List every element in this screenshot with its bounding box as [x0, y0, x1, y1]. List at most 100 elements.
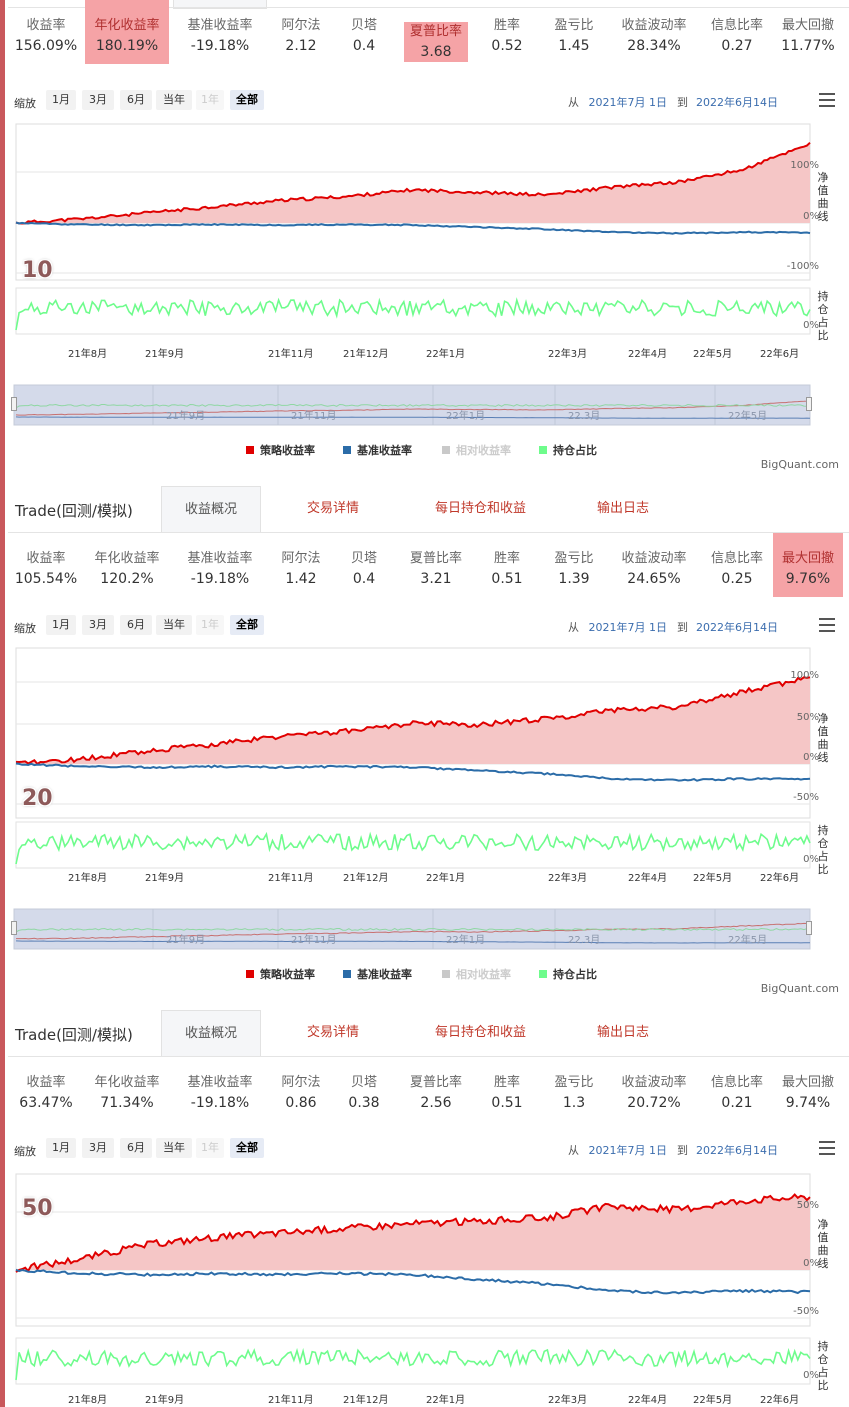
x-tick-label: 22年4月 [628, 349, 668, 360]
range-start-date[interactable]: 2021年7月 1日 [588, 621, 668, 634]
metric-value: 0.25 [721, 571, 753, 587]
zoom-btn-5[interactable]: 全部 [230, 90, 264, 110]
menu-icon[interactable] [819, 618, 835, 632]
range-end-date[interactable]: 2022年6月14日 [696, 96, 778, 109]
position-frame [15, 1337, 811, 1385]
range-start-date[interactable]: 2021年7月 1日 [588, 1144, 668, 1157]
metric-label: 基准收益率 [187, 18, 253, 33]
panel-number: 50 [22, 1196, 53, 1221]
legend-item-3[interactable]: 持仓占比 [539, 966, 597, 982]
range-toolbar: 缩放 1月 3月 6月 当年 1年 全部 从 2021年7月 1日到 2022年6月14日 [8, 614, 849, 640]
tab-summary-partial[interactable] [173, 0, 267, 9]
credit-link[interactable]: BigQuant.com [760, 982, 839, 995]
menu-icon[interactable] [819, 1141, 835, 1155]
navigator-strategy [15, 400, 811, 416]
backtest-panel-1: 收益率 156.09% 年化收益率 180.19% 基准收益率 -19.18% 阿尔法 2.1… [8, 0, 849, 480]
range-end-date[interactable]: 2022年6月14日 [696, 1144, 778, 1157]
zoom-label: 缩放 [14, 622, 36, 635]
x-tick-label: 22年6月 [760, 1395, 800, 1406]
metric-8: 收益波动率 20.72% [611, 1057, 697, 1121]
chart-svg [13, 647, 811, 950]
metric-value: 180.19% [95, 38, 159, 54]
metrics-row: 收益率 156.09% 年化收益率 180.19% 基准收益率 -19.18% 阿尔法 2.1… [8, 0, 849, 64]
position-tick-label: 0% [803, 320, 819, 331]
metric-5: 夏普比率 2.56 [401, 1057, 471, 1121]
range-to-label: 到 [677, 621, 688, 634]
metric-label: 最大回撤 [781, 551, 834, 566]
zoom-btn-5[interactable]: 全部 [230, 1138, 264, 1158]
metric-label: 贝塔 [350, 551, 377, 566]
tab-output-log[interactable]: 输出日志 [596, 1025, 649, 1040]
menu-line [819, 99, 835, 101]
metric-value: 0.4 [352, 38, 376, 54]
zoom-btn-2[interactable]: 6月 [120, 1138, 152, 1158]
legend-swatch [539, 970, 547, 978]
menu-icon[interactable] [819, 93, 835, 107]
menu-line [819, 1153, 835, 1155]
tab-output-log[interactable]: 输出日志 [596, 501, 649, 516]
metric-value: 0.38 [348, 1095, 380, 1111]
legend-swatch [343, 446, 351, 454]
legend-swatch [246, 446, 254, 454]
metric-value: 3.68 [420, 44, 452, 60]
navigator-tick: 21年11月 [291, 411, 337, 422]
zoom-btn-2[interactable]: 6月 [120, 90, 152, 110]
tab-divider [8, 7, 849, 8]
zoom-btn-2[interactable]: 6月 [120, 615, 152, 635]
strategy-area [16, 1194, 810, 1272]
metric-0: 收益率 105.54% [10, 533, 82, 597]
legend-label: 相对收益率 [456, 968, 511, 981]
zoom-btn-4[interactable]: 1年 [196, 1138, 224, 1158]
zoom-btn-4[interactable]: 1年 [196, 615, 224, 635]
tab-daily-positions[interactable]: 每日持仓和收益 [434, 501, 526, 516]
legend-item-1[interactable]: 基准收益率 [343, 442, 412, 458]
legend-item-2[interactable]: 相对收益率 [442, 966, 511, 982]
zoom-btn-1[interactable]: 3月 [82, 1138, 114, 1158]
metric-label: 盈亏比 [554, 551, 594, 566]
y-tick-label: -100% [786, 261, 819, 272]
zoom-btn-3[interactable]: 当年 [156, 90, 192, 110]
x-tick-label: 21年12月 [343, 1395, 389, 1406]
credit-link[interactable]: BigQuant.com [760, 458, 839, 471]
navigator-handle-left[interactable] [11, 397, 17, 411]
strategy-line [15, 141, 811, 225]
legend-swatch [343, 970, 351, 978]
x-tick-label: 22年4月 [628, 873, 668, 884]
navigator-handle-right[interactable] [806, 397, 812, 411]
metric-4: 贝塔 0.4 [339, 0, 389, 64]
tab-summary[interactable]: 收益概况 [161, 1010, 261, 1056]
zoom-label: 缩放 [14, 1145, 36, 1158]
x-tick-label: 22年5月 [693, 349, 733, 360]
range-end-date[interactable]: 2022年6月14日 [696, 621, 778, 634]
menu-line [819, 624, 835, 626]
tab-daily-positions[interactable]: 每日持仓和收益 [434, 1025, 526, 1040]
legend-item-0[interactable]: 策略收益率 [246, 442, 315, 458]
zoom-btn-0[interactable]: 1月 [46, 1138, 76, 1158]
zoom-btn-3[interactable]: 当年 [156, 1138, 192, 1158]
legend-item-0[interactable]: 策略收益率 [246, 966, 315, 982]
zoom-btn-0[interactable]: 1月 [46, 90, 76, 110]
tab-summary[interactable]: 收益概况 [161, 486, 261, 532]
zoom-btn-4[interactable]: 1年 [196, 90, 224, 110]
zoom-btn-1[interactable]: 3月 [82, 615, 114, 635]
tab-trade-details[interactable]: 交易详情 [306, 501, 359, 516]
metric-10: 最大回撤 9.76% [773, 533, 843, 597]
tabs-title: Trade(回测/模拟) [15, 502, 133, 520]
metric-label: 信息比率 [710, 551, 763, 566]
zoom-btn-0[interactable]: 1月 [46, 615, 76, 635]
zoom-btn-3[interactable]: 当年 [156, 615, 192, 635]
navigator-handle-right[interactable] [806, 921, 812, 935]
zoom-btn-1[interactable]: 3月 [82, 90, 114, 110]
zoom-btn-5[interactable]: 全部 [230, 615, 264, 635]
navigator-benchmark [15, 416, 811, 419]
legend-item-2[interactable]: 相对收益率 [442, 442, 511, 458]
navigator-handle-left[interactable] [11, 921, 17, 935]
metric-1: 年化收益率 71.34% [86, 1057, 168, 1121]
metric-6: 胜率 0.52 [482, 0, 532, 64]
legend-item-1[interactable]: 基准收益率 [343, 966, 412, 982]
x-tick-label: 22年1月 [426, 873, 466, 884]
navigator-tick: 22.3月 [568, 935, 601, 946]
tab-trade-details[interactable]: 交易详情 [306, 1025, 359, 1040]
legend-item-3[interactable]: 持仓占比 [539, 442, 597, 458]
range-start-date[interactable]: 2021年7月 1日 [588, 96, 668, 109]
